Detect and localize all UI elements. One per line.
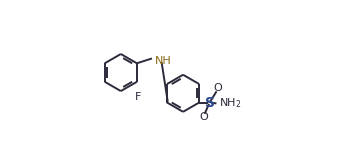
Text: O: O [199, 112, 208, 122]
Text: NH$_2$: NH$_2$ [219, 96, 242, 110]
Text: S: S [205, 96, 215, 110]
Text: NH: NH [155, 56, 172, 66]
Text: F: F [135, 92, 141, 102]
Text: O: O [213, 83, 222, 93]
